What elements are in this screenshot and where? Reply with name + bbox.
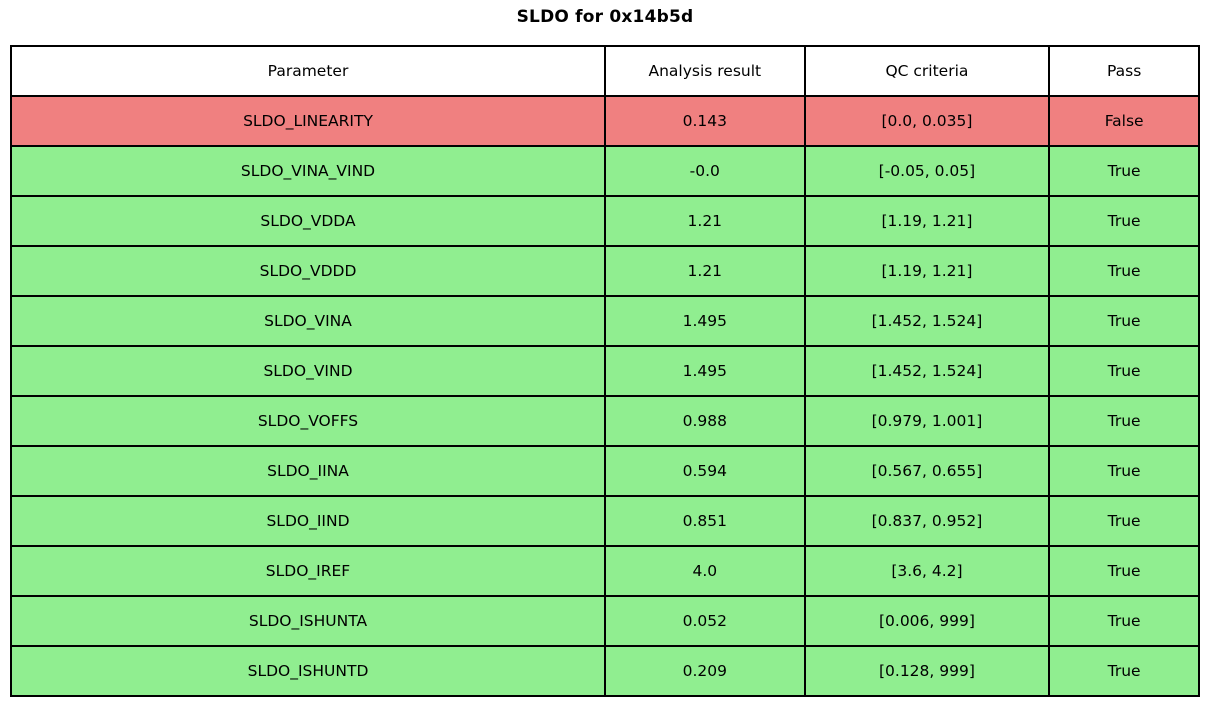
cell-pass: True [1048,345,1200,397]
cell-qc-criteria: [1.19, 1.21] [803,245,1051,297]
table-row: SLDO_IINA 0.594 [0.567, 0.655] True [10,445,1200,497]
cell-qc-criteria: [3.6, 4.2] [803,545,1051,597]
cell-analysis-result: 1.21 [604,245,806,297]
table-row: SLDO_ISHUNTD 0.209 [0.128, 999] True [10,645,1200,697]
table-row: SLDO_VDDD 1.21 [1.19, 1.21] True [10,245,1200,297]
cell-parameter: SLDO_VINA_VIND [10,145,606,197]
column-header-qc-criteria: QC criteria [803,45,1051,97]
cell-analysis-result: 0.988 [604,395,806,447]
cell-parameter: SLDO_IINA [10,445,606,497]
cell-pass: True [1048,445,1200,497]
table-body: SLDO_LINEARITY 0.143 [0.0, 0.035] False SLDO… [10,95,1200,697]
table-row: SLDO_VDDA 1.21 [1.19, 1.21] True [10,195,1200,247]
cell-analysis-result: 0.594 [604,445,806,497]
cell-parameter: SLDO_ISHUNTA [10,595,606,647]
table-row: SLDO_VINA 1.495 [1.452, 1.524] True [10,295,1200,347]
cell-qc-criteria: [0.0, 0.035] [803,95,1051,147]
qc-table: Parameter Analysis result QC criteria Pa… [10,45,1200,697]
table-row: SLDO_ISHUNTA 0.052 [0.006, 999] True [10,595,1200,647]
cell-qc-criteria: [0.837, 0.952] [803,495,1051,547]
cell-qc-criteria: [1.19, 1.21] [803,195,1051,247]
cell-parameter: SLDO_IIND [10,495,606,547]
cell-qc-criteria: [0.006, 999] [803,595,1051,647]
cell-analysis-result: 0.143 [604,95,806,147]
cell-analysis-result: 1.495 [604,345,806,397]
cell-qc-criteria: [-0.05, 0.05] [803,145,1051,197]
table-row: SLDO_IREF 4.0 [3.6, 4.2] True [10,545,1200,597]
table-row: SLDO_VOFFS 0.988 [0.979, 1.001] True [10,395,1200,447]
table-row: SLDO_LINEARITY 0.143 [0.0, 0.035] False [10,95,1200,147]
column-header-analysis-result: Analysis result [604,45,806,97]
cell-analysis-result: 0.209 [604,645,806,697]
cell-pass: True [1048,195,1200,247]
cell-pass: True [1048,495,1200,547]
cell-analysis-result: 0.052 [604,595,806,647]
table-row: SLDO_VIND 1.495 [1.452, 1.524] True [10,345,1200,397]
cell-pass: True [1048,645,1200,697]
column-header-parameter: Parameter [10,45,606,97]
cell-qc-criteria: [0.567, 0.655] [803,445,1051,497]
cell-analysis-result: 1.495 [604,295,806,347]
cell-parameter: SLDO_IREF [10,545,606,597]
cell-qc-criteria: [0.128, 999] [803,645,1051,697]
cell-pass: True [1048,145,1200,197]
cell-analysis-result: 1.21 [604,195,806,247]
cell-parameter: SLDO_VINA [10,295,606,347]
column-header-pass: Pass [1048,45,1200,97]
cell-parameter: SLDO_LINEARITY [10,95,606,147]
cell-pass: True [1048,395,1200,447]
page-title: SLDO for 0x14b5d [516,7,694,27]
cell-analysis-result: 4.0 [604,545,806,597]
cell-parameter: SLDO_VOFFS [10,395,606,447]
cell-parameter: SLDO_VDDD [10,245,606,297]
table-row: SLDO_IIND 0.851 [0.837, 0.952] True [10,495,1200,547]
cell-pass: True [1048,545,1200,597]
cell-parameter: SLDO_VIND [10,345,606,397]
cell-analysis-result: -0.0 [604,145,806,197]
table-header-row: Parameter Analysis result QC criteria Pa… [10,45,1200,97]
cell-pass: False [1048,95,1200,147]
cell-pass: True [1048,595,1200,647]
cell-pass: True [1048,295,1200,347]
cell-qc-criteria: [0.979, 1.001] [803,395,1051,447]
cell-qc-criteria: [1.452, 1.524] [803,295,1051,347]
cell-parameter: SLDO_ISHUNTD [10,645,606,697]
cell-pass: True [1048,245,1200,297]
table-row: SLDO_VINA_VIND -0.0 [-0.05, 0.05] True [10,145,1200,197]
cell-qc-criteria: [1.452, 1.524] [803,345,1051,397]
cell-parameter: SLDO_VDDA [10,195,606,247]
cell-analysis-result: 0.851 [604,495,806,547]
